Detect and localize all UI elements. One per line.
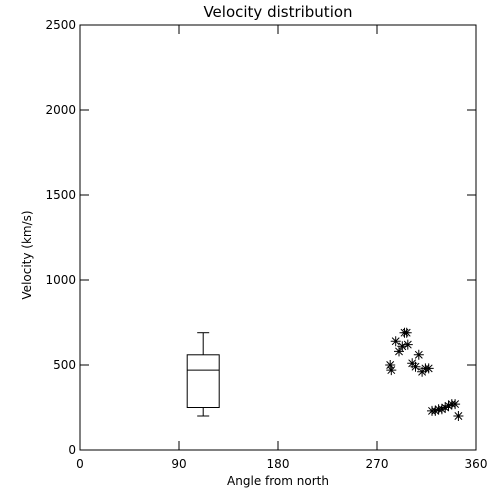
x-tick-label: 360 bbox=[465, 457, 488, 471]
data-point bbox=[390, 336, 401, 347]
data-point bbox=[385, 360, 396, 370]
y-tick-label: 500 bbox=[53, 358, 76, 372]
data-point bbox=[453, 411, 464, 421]
plot-area: 0 90 180 270 360 0 500 1000 1500 2000 2500 bbox=[45, 18, 487, 471]
x-tick-label: 270 bbox=[366, 457, 389, 471]
data-point bbox=[430, 405, 441, 416]
data-point bbox=[401, 327, 412, 338]
x-axis-title: Angle from north bbox=[227, 474, 329, 488]
y-tick-label: 2000 bbox=[45, 103, 76, 117]
data-point bbox=[423, 363, 434, 374]
data-point bbox=[450, 399, 461, 410]
y-axis-title: Velocity (km/s) bbox=[20, 210, 34, 299]
data-point bbox=[440, 402, 451, 413]
data-point bbox=[402, 339, 413, 350]
x-tick-label: 0 bbox=[76, 457, 84, 471]
y-tick-label: 2500 bbox=[45, 18, 76, 32]
x-tick-label: 90 bbox=[171, 457, 186, 471]
data-point bbox=[397, 341, 408, 352]
y-tick-label: 0 bbox=[68, 443, 76, 457]
chart-title: Velocity distribution bbox=[203, 3, 352, 21]
data-point bbox=[436, 404, 447, 415]
data-point bbox=[413, 349, 424, 360]
x-tick-label: 180 bbox=[267, 457, 290, 471]
data-point bbox=[386, 365, 397, 376]
data-point bbox=[443, 400, 454, 411]
y-tick-label: 1500 bbox=[45, 188, 76, 202]
data-point bbox=[410, 361, 421, 372]
box-body bbox=[186, 354, 220, 408]
data-point bbox=[394, 346, 404, 357]
y-tick-label: 1000 bbox=[45, 273, 76, 287]
